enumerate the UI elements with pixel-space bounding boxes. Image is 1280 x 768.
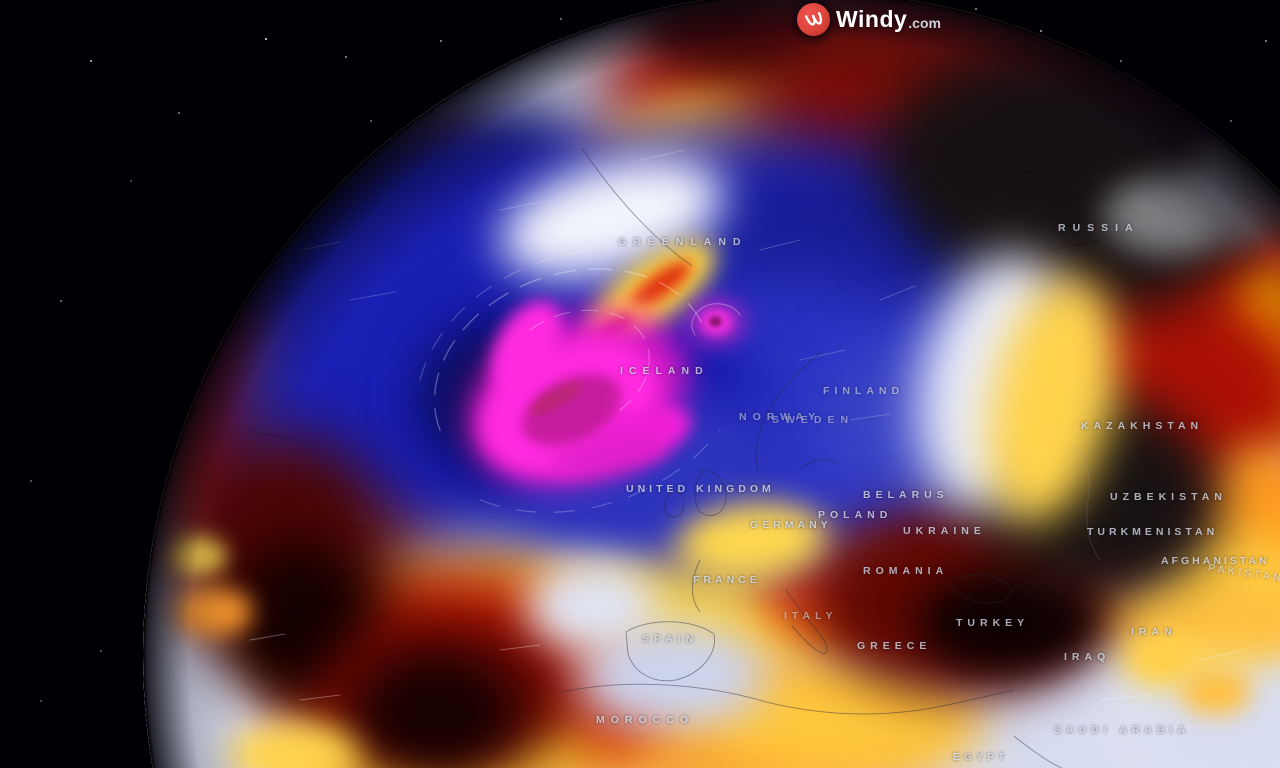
country-label-spain: SPAIN bbox=[642, 633, 699, 645]
globe[interactable]: GREENLAND ICELAND FINLAND NORWAY SWEDEN UNITE… bbox=[143, 0, 1280, 768]
country-label-iran: IRAN bbox=[1131, 626, 1177, 638]
country-label-ukraine: UKRAINE bbox=[903, 525, 986, 537]
color-blob bbox=[166, 536, 226, 576]
country-label-norway: NORWAY bbox=[739, 411, 822, 423]
color-blob bbox=[1195, 117, 1280, 247]
color-blob bbox=[359, 655, 514, 768]
country-label-france: FRANCE bbox=[693, 574, 761, 586]
country-label-russia: RUSSIA bbox=[1058, 222, 1140, 234]
color-blob bbox=[527, 561, 657, 651]
country-label-afghanistan: AFGHANISTAN bbox=[1161, 555, 1270, 567]
logo-suffix: .com bbox=[908, 14, 941, 31]
windy-swirl-icon bbox=[797, 3, 830, 36]
anomaly-color-field: GREENLAND ICELAND FINLAND NORWAY SWEDEN UNITE… bbox=[143, 0, 1280, 768]
country-labels: GREENLAND ICELAND FINLAND NORWAY SWEDEN UNITE… bbox=[143, 0, 1280, 768]
country-label-turkmenistan: TURKMENISTAN bbox=[1087, 526, 1219, 538]
country-label-egypt: EGYPT bbox=[953, 751, 1009, 763]
country-label-turkey: TURKEY bbox=[956, 617, 1030, 629]
country-label-romania: ROMANIA bbox=[863, 565, 949, 577]
country-label-greece: GREECE bbox=[857, 640, 932, 652]
country-label-iraq: IRAQ bbox=[1064, 651, 1111, 663]
star-field bbox=[90, 60, 92, 62]
country-label-italy: ITALY bbox=[784, 610, 838, 622]
color-blob bbox=[172, 587, 252, 637]
country-label-united-kingdom: UNITED KINGDOM bbox=[626, 483, 775, 495]
country-label-finland: FINLAND bbox=[823, 385, 905, 397]
color-blob bbox=[1181, 670, 1251, 715]
country-label-morocco: MOROCCO bbox=[596, 714, 694, 726]
country-label-sweden: SWEDEN bbox=[772, 414, 855, 426]
country-label-greenland: GREENLAND bbox=[618, 236, 748, 248]
country-label-belarus: BELARUS bbox=[863, 489, 949, 501]
country-label-saudi-arabia: SAUDI ARABIA bbox=[1054, 724, 1191, 736]
country-label-kazakhstan: KAZAKHSTAN bbox=[1081, 420, 1204, 432]
country-label-germany: GERMANY bbox=[750, 519, 832, 531]
color-blob bbox=[227, 726, 357, 768]
country-label-iceland: ICELAND bbox=[620, 365, 709, 377]
color-blob bbox=[918, 570, 1098, 675]
color-blob bbox=[636, 0, 816, 73]
logo-text: Windy bbox=[836, 6, 908, 32]
windy-logo[interactable]: Windy .com bbox=[797, 3, 941, 36]
color-blob bbox=[1134, 634, 1194, 679]
country-label-poland: POLAND bbox=[818, 509, 893, 521]
secondary-vortex bbox=[709, 316, 722, 327]
country-label-uzbekistan: UZBEKISTAN bbox=[1110, 491, 1227, 503]
